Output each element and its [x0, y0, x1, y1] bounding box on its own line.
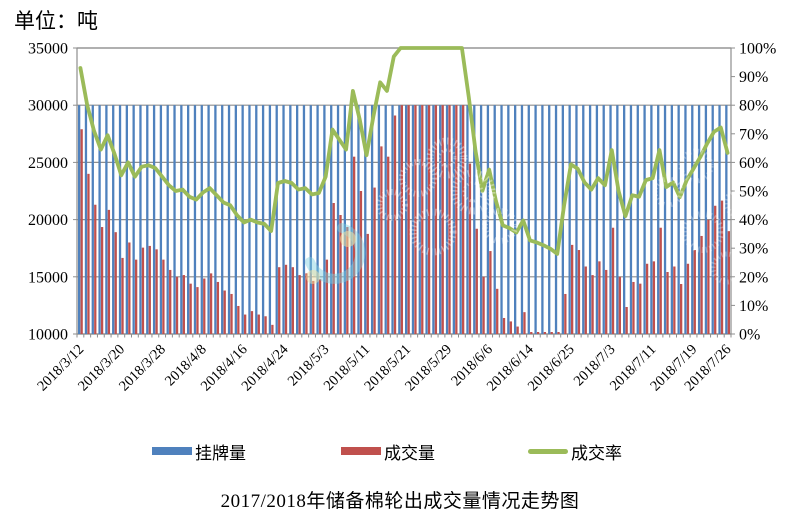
right-axis-tick-label: 100%: [739, 41, 776, 58]
legend-item-rate: 成交率: [528, 443, 622, 463]
right-axis-tick-label: 90%: [739, 69, 768, 86]
watermark-rings-right: [652, 148, 753, 285]
right-axis-tick-label: 70%: [739, 126, 768, 143]
right-axis-tick-label: 10%: [739, 298, 768, 315]
left-axis-labels: 35000 30000 25000 20000 15000 10000: [28, 41, 68, 344]
watermark: [305, 137, 753, 285]
right-axis-tick-label: 80%: [739, 98, 768, 115]
right-axis-tick-label: 20%: [739, 269, 768, 286]
axis-ticks: [73, 47, 735, 338]
left-axis-tick-label: 20000: [28, 212, 68, 229]
right-axis-labels: 100% 90% 80% 70% 60% 50% 40% 30% 20% 10% 0%: [739, 41, 776, 344]
chart-title: 2017/2018年储备棉轮出成交量情况走势图: [220, 491, 580, 512]
legend-item-listing: 挂牌量: [152, 443, 246, 463]
right-axis-tick-label: 30%: [739, 241, 768, 258]
x-axis-labels: 2018/3/122018/3/202018/3/282018/4/82018/…: [34, 341, 734, 394]
listing-volume-bars: [78, 105, 728, 334]
chart-canvas: 35000 30000 25000 20000 15000 10000 100% 90% 80%…: [28, 41, 776, 395]
left-axis-tick-label: 25000: [28, 155, 68, 172]
left-axis-tick-label: 10000: [28, 327, 68, 344]
transaction-volume-bars: [80, 105, 730, 334]
right-axis-tick-label: 60%: [739, 155, 768, 172]
legend-label-rate: 成交率: [571, 443, 622, 463]
transaction-rate-line: [78, 46, 730, 256]
right-axis-tick-label: 40%: [739, 212, 768, 229]
legend-item-volume: 成交量: [341, 443, 435, 463]
unit-label: 单位：吨: [14, 10, 98, 33]
legend-label-volume: 成交量: [384, 443, 435, 463]
left-axis-tick-label: 30000: [28, 98, 68, 115]
legend-swatch-listing-bar: [152, 447, 192, 455]
watermark-rings-center: [376, 137, 518, 256]
right-axis-tick-label: 0%: [739, 327, 760, 344]
watermark-logo: [305, 223, 366, 284]
left-axis-tick-label: 15000: [28, 269, 68, 286]
legend-swatch-rate-line: [528, 448, 568, 454]
left-axis-tick-label: 35000: [28, 41, 68, 58]
legend-label-listing: 挂牌量: [195, 443, 246, 463]
right-axis-tick-label: 50%: [739, 184, 768, 201]
legend-swatch-volume-bar: [341, 447, 381, 455]
